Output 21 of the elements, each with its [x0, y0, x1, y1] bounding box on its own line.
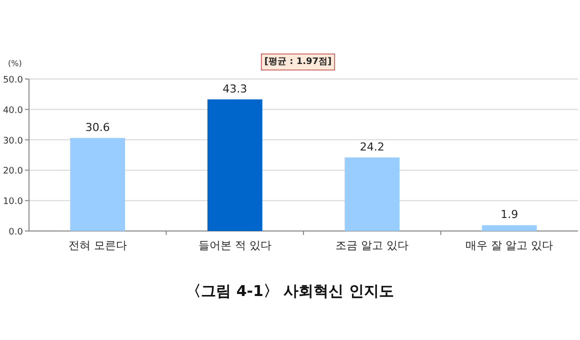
data-label: 30.6 [85, 120, 110, 134]
bar [482, 225, 537, 231]
text: 〈그림 4-1〉 사회혁신 인지도 [186, 282, 394, 300]
y-tick-label: 40.0 [2, 106, 24, 116]
x-tick-label: 전혀 모른다 [68, 239, 127, 252]
y-tick-label: 20.0 [2, 166, 24, 177]
x-tick-label: 들어본 적 있다 [198, 239, 272, 252]
x-tick-label: 매우 잘 알고 있다 [466, 239, 554, 252]
y-tick-label: 30.0 [2, 136, 24, 146]
data-label: 1.9 [500, 208, 518, 222]
y-tick-label: 10.0 [2, 197, 24, 208]
bar [207, 99, 262, 231]
y-tick-label: 0.0 [8, 228, 24, 238]
bar [70, 138, 126, 231]
data-label: 24.2 [360, 140, 384, 154]
bar [344, 157, 400, 231]
y-axis-title: (%) [8, 59, 22, 68]
text: [평균 : 1.97점] [264, 57, 332, 67]
data-label: 43.3 [222, 82, 248, 96]
y-tick-label: 50.0 [2, 76, 24, 86]
x-tick-label: 조금 알고 있다 [336, 239, 409, 252]
